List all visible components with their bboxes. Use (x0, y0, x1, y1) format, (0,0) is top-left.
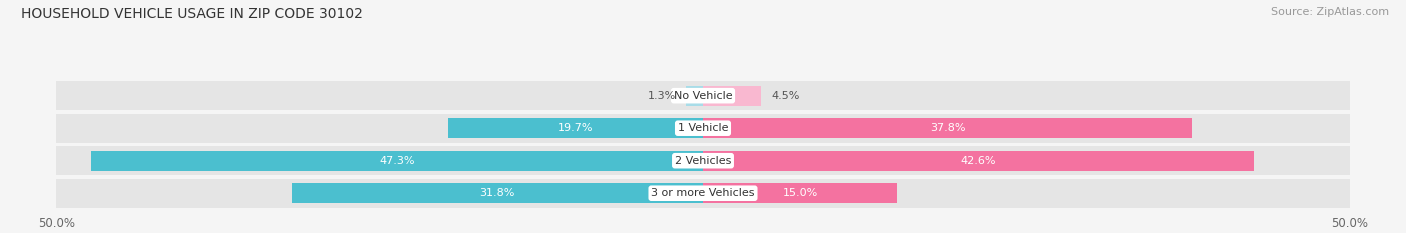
Text: 19.7%: 19.7% (558, 123, 593, 133)
Bar (449, 118, 703, 138)
Text: HOUSEHOLD VEHICLE USAGE IN ZIP CODE 30102: HOUSEHOLD VEHICLE USAGE IN ZIP CODE 3010… (21, 7, 363, 21)
Bar (703, 118, 1192, 138)
Bar (56, 81, 703, 110)
Bar (91, 151, 703, 171)
Text: 1 Vehicle: 1 Vehicle (678, 123, 728, 133)
Text: 47.3%: 47.3% (380, 156, 415, 166)
Text: 15.0%: 15.0% (782, 188, 818, 198)
Text: 3 or more Vehicles: 3 or more Vehicles (651, 188, 755, 198)
Text: 42.6%: 42.6% (960, 156, 997, 166)
Bar (703, 146, 1350, 175)
Text: 4.5%: 4.5% (772, 91, 800, 101)
Text: Source: ZipAtlas.com: Source: ZipAtlas.com (1271, 7, 1389, 17)
Text: 37.8%: 37.8% (929, 123, 966, 133)
Text: 2 Vehicles: 2 Vehicles (675, 156, 731, 166)
Text: 1.3%: 1.3% (648, 91, 676, 101)
Text: No Vehicle: No Vehicle (673, 91, 733, 101)
Bar (56, 179, 703, 208)
Bar (703, 179, 1350, 208)
Bar (703, 183, 897, 203)
Bar (703, 151, 1254, 171)
Bar (56, 113, 703, 143)
Bar (703, 113, 1350, 143)
Bar (703, 86, 761, 106)
Bar (703, 81, 1350, 110)
Text: 31.8%: 31.8% (479, 188, 515, 198)
Bar (291, 183, 703, 203)
Bar (686, 86, 703, 106)
Bar (56, 146, 703, 175)
